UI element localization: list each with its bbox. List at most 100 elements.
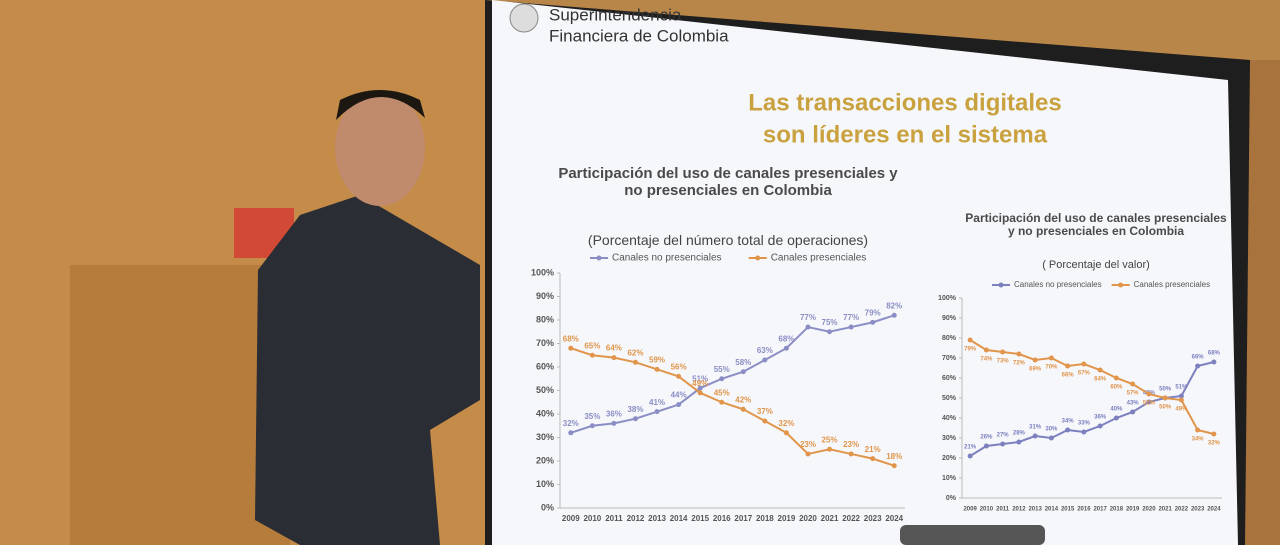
data-point xyxy=(1016,439,1022,445)
y-tick-label: 40% xyxy=(536,408,554,418)
data-label: 30% xyxy=(1045,427,1058,433)
data-label: 58% xyxy=(735,358,751,367)
data-label: 68% xyxy=(1208,351,1221,357)
data-point xyxy=(1113,415,1119,421)
legend-swatch xyxy=(1118,282,1124,288)
data-point xyxy=(1065,363,1071,369)
data-label: 51% xyxy=(1175,385,1188,391)
data-label: 50% xyxy=(1159,405,1172,411)
data-point xyxy=(611,355,617,361)
data-label: 73% xyxy=(997,359,1010,365)
x-tick-label: 2012 xyxy=(627,514,645,523)
data-point xyxy=(1211,359,1217,365)
y-tick-label: 60% xyxy=(536,361,554,371)
x-tick-label: 2020 xyxy=(1142,507,1156,513)
x-tick-label: 2014 xyxy=(1045,507,1059,513)
y-tick-label: 30% xyxy=(536,432,554,442)
data-label: 31% xyxy=(1029,425,1042,431)
data-label: 32% xyxy=(778,419,794,428)
data-point xyxy=(967,337,973,343)
data-point xyxy=(568,345,574,351)
data-point xyxy=(740,369,746,375)
data-label: 52% xyxy=(1143,401,1156,407)
x-tick-label: 2015 xyxy=(1061,507,1075,513)
data-point xyxy=(783,430,789,436)
data-label: 60% xyxy=(1110,385,1123,391)
y-tick-label: 90% xyxy=(536,291,554,301)
chair xyxy=(900,525,1045,545)
x-tick-label: 2021 xyxy=(821,514,839,523)
data-label: 42% xyxy=(735,395,751,404)
data-point xyxy=(1000,349,1006,355)
data-label: 70% xyxy=(1045,365,1058,371)
x-tick-label: 2019 xyxy=(1126,507,1140,513)
data-point xyxy=(1065,427,1071,433)
data-label: 27% xyxy=(997,433,1010,439)
y-tick-label: 80% xyxy=(942,335,957,342)
data-label: 23% xyxy=(843,440,859,449)
data-label: 49% xyxy=(1175,407,1188,413)
data-point xyxy=(805,324,811,330)
legend-swatch xyxy=(755,255,761,261)
data-point xyxy=(1146,391,1152,397)
data-label: 34% xyxy=(1192,437,1205,443)
data-point xyxy=(891,312,897,318)
data-label: 26% xyxy=(980,435,993,441)
data-label: 28% xyxy=(1013,431,1026,437)
data-point xyxy=(1178,397,1184,403)
legend-swatch xyxy=(998,282,1004,288)
data-label: 55% xyxy=(714,365,730,374)
chart-title: Participación del uso de canales presenc… xyxy=(558,165,898,199)
y-tick-label: 10% xyxy=(536,479,554,489)
x-tick-label: 2010 xyxy=(980,507,994,513)
x-tick-label: 2024 xyxy=(1207,507,1221,513)
x-tick-label: 2014 xyxy=(670,514,688,523)
data-point xyxy=(1178,393,1184,399)
data-label: 21% xyxy=(964,445,977,451)
data-point xyxy=(783,345,789,351)
slide-heading: Las transacciones digitales xyxy=(748,89,1061,116)
data-label: 66% xyxy=(1192,355,1205,361)
data-point xyxy=(870,319,876,325)
data-point xyxy=(870,456,876,462)
speaker-head xyxy=(335,90,425,206)
data-label: 64% xyxy=(1094,377,1107,383)
data-point xyxy=(654,409,660,415)
y-tick-label: 10% xyxy=(942,475,957,482)
data-point xyxy=(1000,441,1006,447)
data-label: 49% xyxy=(692,379,708,388)
data-point xyxy=(983,347,989,353)
data-point xyxy=(697,385,703,391)
data-label: 50% xyxy=(1159,387,1172,393)
data-label: 38% xyxy=(627,405,643,414)
y-tick-label: 0% xyxy=(946,495,957,502)
data-label: 59% xyxy=(649,355,665,364)
x-tick-label: 2010 xyxy=(583,514,601,523)
data-point xyxy=(1211,431,1217,437)
data-label: 68% xyxy=(778,334,794,343)
y-tick-label: 0% xyxy=(541,502,554,512)
x-tick-label: 2017 xyxy=(734,514,752,523)
data-point xyxy=(719,376,725,382)
logo-text: Superintendencia xyxy=(549,5,682,24)
y-tick-label: 80% xyxy=(536,314,554,324)
data-point xyxy=(589,352,595,358)
legend-label: Canales presenciales xyxy=(771,253,867,264)
data-label: 67% xyxy=(1078,371,1091,377)
data-point xyxy=(827,329,833,335)
y-tick-label: 90% xyxy=(942,315,957,322)
data-point xyxy=(1130,409,1136,415)
x-tick-label: 2022 xyxy=(842,514,860,523)
data-label: 63% xyxy=(757,346,773,355)
data-label: 68% xyxy=(563,334,579,343)
series-line xyxy=(969,339,1215,435)
data-label: 65% xyxy=(584,341,600,350)
data-label: 79% xyxy=(865,308,881,317)
x-tick-label: 2016 xyxy=(1077,507,1091,513)
data-label: 72% xyxy=(1013,361,1026,367)
data-point xyxy=(1081,361,1087,367)
data-point xyxy=(632,416,638,422)
data-label: 21% xyxy=(865,445,881,454)
x-tick-label: 2022 xyxy=(1175,507,1189,513)
